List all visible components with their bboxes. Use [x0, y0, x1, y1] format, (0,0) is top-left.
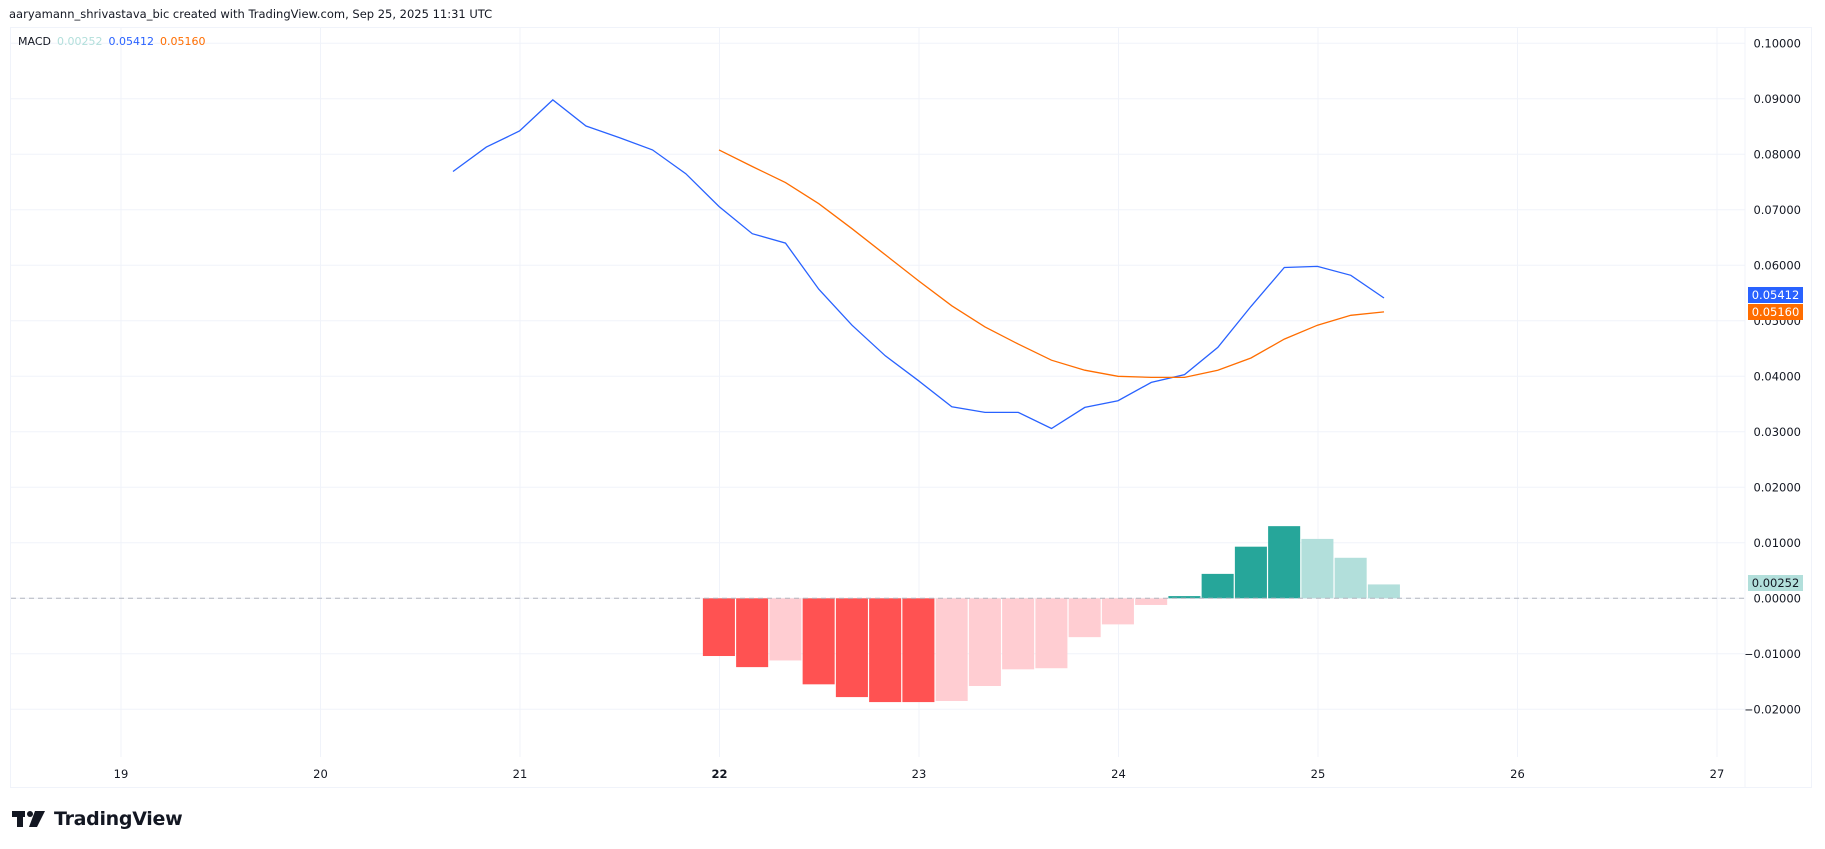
y-axis-tick-label: 0.00000 — [1753, 591, 1801, 605]
histogram-bar — [769, 598, 802, 661]
histogram-bar — [1234, 546, 1267, 599]
histogram-bar — [1367, 584, 1400, 599]
legend-indicator-name: MACD — [18, 35, 51, 48]
y-axis-tick-label: 0.01000 — [1753, 536, 1801, 550]
tradingview-logo-icon — [12, 811, 45, 827]
histogram-bar — [802, 598, 835, 685]
x-axis-tick-label: 20 — [313, 767, 328, 781]
histogram-bar — [835, 598, 868, 698]
macd-line — [452, 99, 1385, 430]
histogram-bar — [736, 598, 769, 668]
tradingview-logo[interactable]: TradingView — [12, 808, 183, 830]
y-axis-tick-label: 0.03000 — [1753, 425, 1801, 439]
histogram-bar — [1002, 598, 1035, 670]
histogram-bar — [1301, 538, 1334, 599]
y-axis-tick-label: 0.10000 — [1753, 36, 1801, 50]
histogram-bar — [1268, 526, 1301, 599]
histogram-bar — [1135, 598, 1168, 605]
y-axis-tick-label: 0.02000 — [1753, 480, 1801, 494]
y-axis-tick-label: −0.01000 — [1744, 647, 1801, 661]
x-axis-tick-label: 21 — [513, 767, 528, 781]
y-axis-tick-label: 0.08000 — [1753, 147, 1801, 161]
signal-line — [718, 149, 1385, 379]
histogram-bar — [1334, 557, 1367, 599]
histogram-bar — [1101, 598, 1134, 625]
histogram-bar — [968, 598, 1001, 686]
y-axis-tick-label: 0.07000 — [1753, 203, 1801, 217]
histogram-bar — [1068, 598, 1101, 638]
tradingview-logo-text: TradingView — [54, 808, 183, 830]
histogram-bar — [869, 598, 902, 703]
x-axis-tick-label: 25 — [1311, 767, 1326, 781]
macd-price-tag: 0.05412 — [1748, 287, 1803, 303]
indicator-legend[interactable]: MACD 0.00252 0.05412 0.05160 — [18, 35, 205, 48]
chart-pane[interactable] — [10, 27, 1812, 788]
legend-signal-value: 0.05160 — [159, 35, 206, 48]
x-axis-tick-label: 27 — [1710, 767, 1725, 781]
x-axis-tick-label: 26 — [1510, 767, 1525, 781]
y-axis-tick-label: 0.09000 — [1753, 92, 1801, 106]
x-axis-tick-label: 19 — [114, 767, 129, 781]
legend-macd-value: 0.05412 — [108, 35, 154, 48]
histogram-bar — [935, 598, 968, 701]
legend-histogram-value: 0.00252 — [56, 35, 103, 48]
histogram-price-tag: 0.00252 — [1748, 575, 1803, 591]
y-axis-tick-label: 0.04000 — [1753, 369, 1801, 383]
histogram-bar — [1201, 573, 1234, 599]
x-axis-tick-label: 24 — [1111, 767, 1126, 781]
y-axis-tick-label: 0.06000 — [1753, 258, 1801, 272]
histogram-bar — [702, 598, 735, 657]
histogram-bar — [1035, 598, 1068, 669]
y-axis-tick-label: −0.02000 — [1744, 702, 1801, 716]
histogram-bar — [1168, 596, 1201, 599]
histogram-bar — [902, 598, 935, 703]
x-axis-tick-label: 23 — [912, 767, 927, 781]
signal-price-tag: 0.05160 — [1748, 304, 1803, 320]
chart-attribution: aaryamann_shrivastava_bic created with T… — [9, 7, 493, 21]
x-axis-tick-label: 22 — [711, 767, 727, 781]
